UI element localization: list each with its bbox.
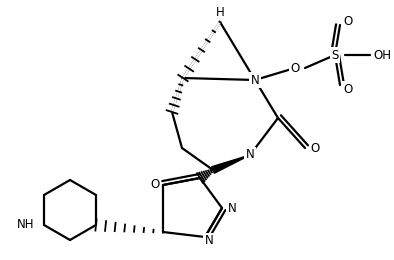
Polygon shape	[212, 155, 250, 173]
Text: NH: NH	[17, 218, 34, 231]
Text: O: O	[344, 82, 353, 95]
Text: OH: OH	[373, 49, 391, 62]
Text: N: N	[228, 202, 236, 214]
Text: N: N	[251, 74, 259, 87]
Text: S: S	[331, 49, 339, 62]
Text: N: N	[204, 235, 214, 248]
Text: N: N	[245, 148, 255, 161]
Text: O: O	[344, 15, 353, 28]
Text: O: O	[310, 141, 320, 154]
Text: O: O	[290, 62, 299, 75]
Text: H: H	[216, 5, 224, 18]
Text: O: O	[151, 179, 160, 192]
